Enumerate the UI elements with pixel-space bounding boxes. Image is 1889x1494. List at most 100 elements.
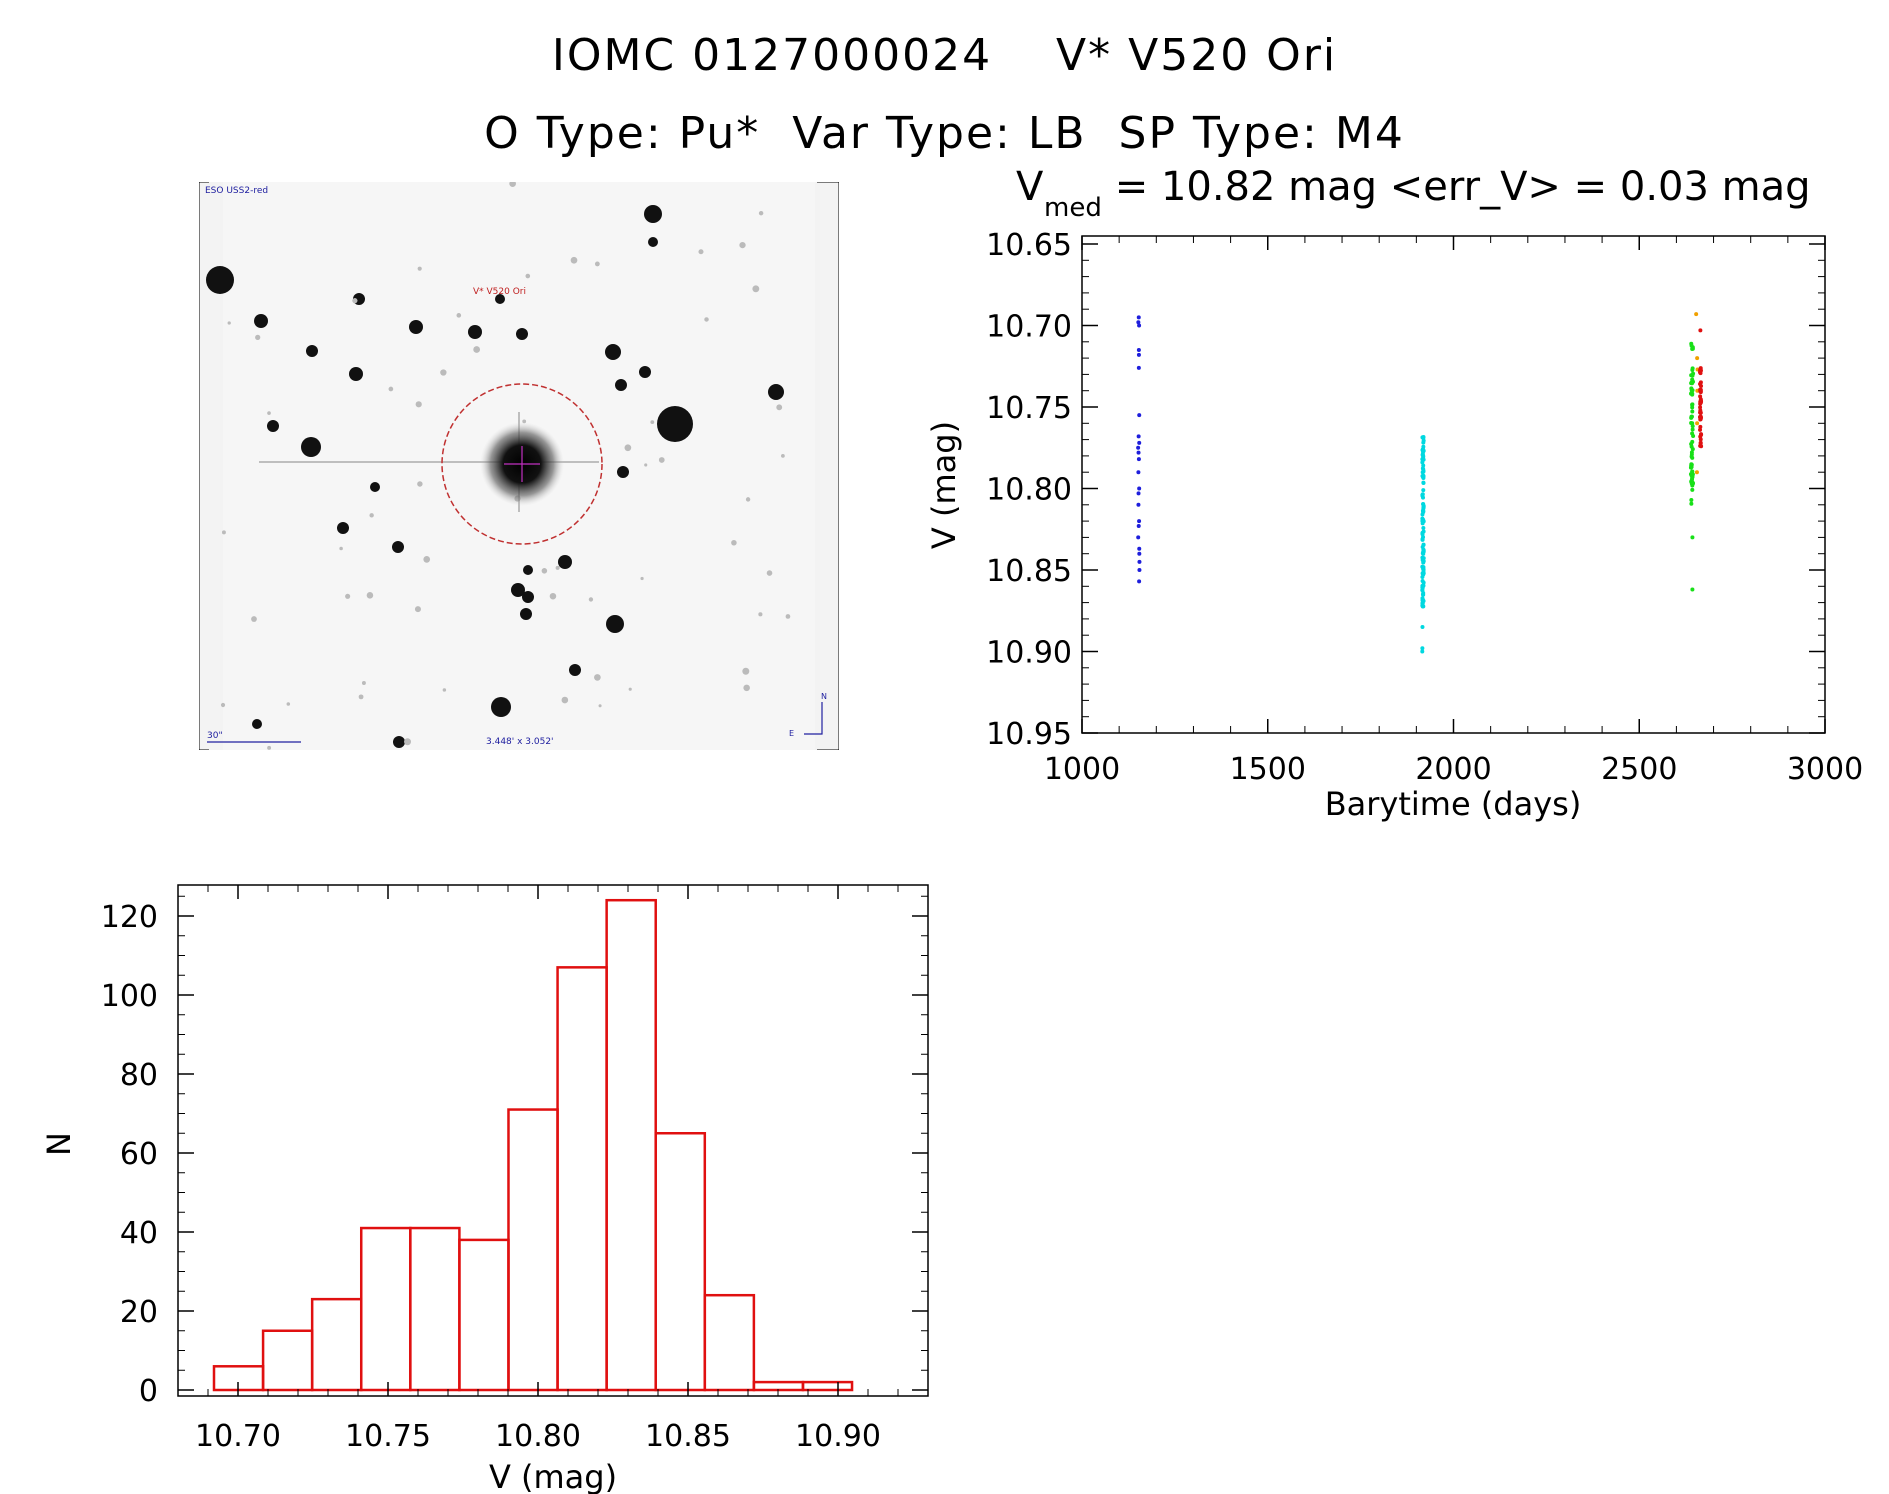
lc-point xyxy=(1421,556,1426,561)
faint-star xyxy=(456,313,462,318)
star xyxy=(639,366,651,378)
lc-point xyxy=(1420,575,1425,580)
hist-bar xyxy=(261,1329,314,1392)
star xyxy=(648,237,658,247)
lc-point xyxy=(1420,447,1425,452)
lc-point xyxy=(1137,551,1142,556)
lc-title-main: V xyxy=(1016,170,1044,210)
faint-star xyxy=(752,285,760,293)
page-title: IOMC 0127000024 V* V520 Ori xyxy=(551,30,1338,81)
lc-point xyxy=(1136,457,1141,462)
lc-point xyxy=(1136,352,1141,357)
lc-point xyxy=(1690,373,1695,378)
star xyxy=(558,555,572,569)
hist-bar xyxy=(605,898,657,1392)
lc-point xyxy=(1690,392,1695,397)
lc-point xyxy=(1690,480,1695,485)
lc-point xyxy=(1420,649,1425,654)
lc-point xyxy=(1421,480,1426,485)
hist-bar xyxy=(310,1297,363,1392)
star xyxy=(617,466,629,478)
hist-ytick-label: 0 xyxy=(139,1374,158,1409)
lc-ytick-label: 10.90 xyxy=(986,636,1072,671)
faint-star xyxy=(255,334,261,340)
target-circle xyxy=(441,383,603,545)
faint-star xyxy=(541,568,548,574)
lc-point xyxy=(1420,588,1425,593)
lc-point xyxy=(1689,343,1694,348)
faint-star xyxy=(766,570,773,576)
lc-xtick-label: 2500 xyxy=(1601,752,1677,787)
lc-point xyxy=(1421,565,1426,570)
lc-ylabel: V (mag) xyxy=(925,421,963,549)
lc-point xyxy=(1421,440,1426,445)
lc-point xyxy=(1698,397,1703,402)
hist-xtick-label: 10.80 xyxy=(495,1419,581,1454)
north-label: N xyxy=(821,692,827,701)
lc-point xyxy=(1420,584,1425,589)
lc-point xyxy=(1421,517,1426,522)
hist-xtick-label: 10.70 xyxy=(195,1419,281,1454)
lc-point xyxy=(1420,625,1425,630)
hist-xlabel: V (mag) xyxy=(489,1458,617,1494)
lc-xtick-label: 2000 xyxy=(1415,752,1491,787)
lc-point xyxy=(1421,469,1426,474)
hist-ytick-label: 80 xyxy=(120,1058,158,1093)
star xyxy=(393,736,405,748)
faint-star xyxy=(423,556,431,563)
faint-star xyxy=(251,616,257,622)
star xyxy=(523,565,533,575)
lc-point xyxy=(1699,444,1704,449)
lc-point xyxy=(1421,463,1426,468)
lc-point xyxy=(1698,368,1703,373)
lc-point xyxy=(1690,421,1695,426)
lc-ytick-label: 10.85 xyxy=(986,554,1072,589)
lc-point xyxy=(1698,415,1703,420)
lc-point xyxy=(1137,486,1142,491)
faint-star xyxy=(650,420,655,425)
star xyxy=(569,664,581,676)
hist-xtick-label: 10.85 xyxy=(645,1419,731,1454)
lc-point xyxy=(1420,508,1425,513)
star xyxy=(254,314,268,328)
faint-star xyxy=(561,696,569,704)
lc-ytick-label: 10.95 xyxy=(986,717,1072,752)
faint-star xyxy=(742,667,750,675)
lc-ytick-label: 10.70 xyxy=(986,310,1072,345)
lc-point xyxy=(1698,408,1703,413)
star xyxy=(516,328,528,340)
lc-point xyxy=(1698,380,1703,385)
faint-star xyxy=(745,497,751,502)
lc-point xyxy=(1421,548,1426,553)
lc-point xyxy=(1698,427,1703,432)
star xyxy=(206,266,234,294)
faint-star xyxy=(369,513,374,518)
faint-star xyxy=(440,369,447,376)
faint-star xyxy=(473,346,481,353)
lc-xtick-label: 3000 xyxy=(1787,752,1863,787)
faint-star xyxy=(758,612,763,617)
star xyxy=(491,697,511,717)
lc-point xyxy=(1690,409,1695,414)
lc-point xyxy=(1690,366,1695,371)
faint-star xyxy=(594,674,601,681)
star xyxy=(605,344,621,360)
star xyxy=(301,437,321,457)
star xyxy=(306,345,318,357)
faint-star xyxy=(731,539,737,546)
faint-star xyxy=(358,694,364,700)
lc-point xyxy=(1136,320,1141,325)
faint-star xyxy=(628,687,632,691)
star xyxy=(520,608,532,620)
faint-star xyxy=(220,702,226,708)
faint-star xyxy=(704,317,709,322)
faint-star xyxy=(640,576,644,581)
hist-bar xyxy=(752,1380,805,1392)
lc-axes: 1000 1500 2000 2500 3000 10.65 10.70 10.75 10.80… xyxy=(986,228,1863,787)
hist-bar xyxy=(409,1226,461,1392)
lc-point xyxy=(1421,501,1426,506)
lc-point xyxy=(1420,460,1425,465)
hist-xtick-label: 10.75 xyxy=(345,1419,431,1454)
lc-point xyxy=(1420,435,1425,440)
lc-point xyxy=(1136,535,1141,540)
